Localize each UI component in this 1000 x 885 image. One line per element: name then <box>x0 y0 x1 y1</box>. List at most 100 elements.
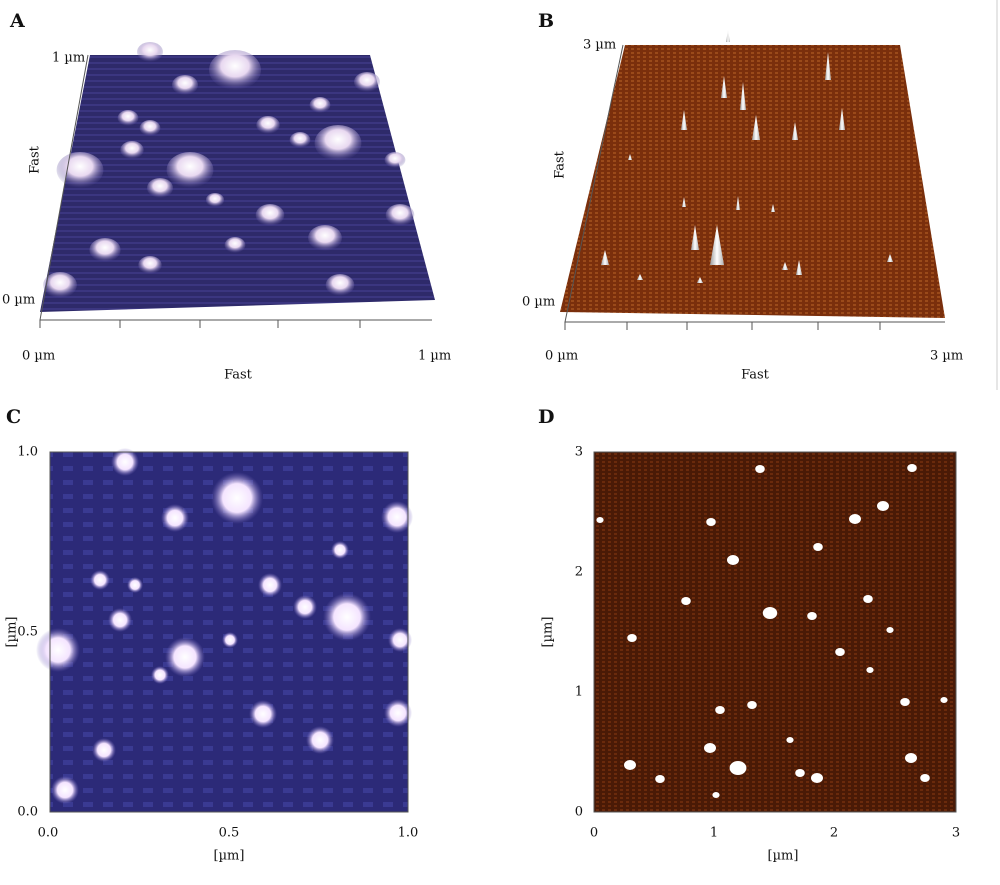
spike <box>682 197 686 207</box>
peak <box>138 256 162 274</box>
spike <box>628 154 632 160</box>
frame-d <box>593 451 957 813</box>
peak <box>139 120 161 136</box>
peak <box>117 110 139 126</box>
particle <box>108 608 132 632</box>
spike <box>752 115 760 140</box>
particle <box>388 628 412 652</box>
panel-label: D <box>538 406 554 428</box>
peak <box>354 72 380 92</box>
x-tick-label: 0 µm <box>22 349 55 364</box>
particle <box>161 504 189 532</box>
particle <box>807 612 817 620</box>
spike <box>782 262 788 270</box>
peak <box>309 97 331 113</box>
x-tick-label: 3 µm <box>930 349 963 364</box>
peak <box>314 125 362 161</box>
panel-label: B <box>538 10 554 32</box>
spike <box>740 82 746 110</box>
peak <box>255 204 285 226</box>
particle <box>51 776 79 804</box>
image-d <box>594 452 956 812</box>
peak <box>43 272 77 298</box>
particle <box>111 448 139 476</box>
y-tick-label: 1 <box>575 685 583 700</box>
particle <box>849 514 861 524</box>
particle <box>151 666 169 684</box>
spike <box>681 110 687 130</box>
particle <box>624 760 636 770</box>
peak <box>137 42 163 62</box>
peaks-b <box>601 30 893 283</box>
y-tick-label: 0 <box>575 805 583 820</box>
particle <box>306 726 334 754</box>
x-tick-label: 0.0 <box>38 826 59 841</box>
x-tick-label: 1.0 <box>398 826 419 841</box>
y-axis-label: [µm] <box>541 617 556 648</box>
particle <box>786 737 794 743</box>
spike <box>697 277 703 283</box>
particle <box>905 753 917 763</box>
peaks-a <box>43 42 415 298</box>
particle <box>920 774 930 782</box>
particle <box>681 597 691 605</box>
particle <box>249 700 277 728</box>
particle <box>811 773 823 783</box>
y-axis-label: [µm] <box>5 617 20 648</box>
y-tick-label: 3 <box>575 445 583 460</box>
peak <box>166 152 214 188</box>
particle <box>127 577 143 593</box>
panel-label: C <box>6 406 21 428</box>
peak <box>147 178 173 198</box>
spike <box>601 250 609 265</box>
y-axis-label: Fast <box>553 150 568 179</box>
particle <box>715 706 725 714</box>
spike <box>691 225 699 250</box>
y-tick-label: 1 µm <box>52 51 85 66</box>
x-tick-label: 1 µm <box>418 349 451 364</box>
particle <box>712 792 720 798</box>
peak <box>172 75 198 95</box>
x-axis-label: Fast <box>224 368 253 383</box>
x-tick-label: 1 <box>710 826 718 841</box>
particle <box>747 701 757 709</box>
particle <box>627 634 637 642</box>
particle <box>729 761 747 775</box>
particle <box>940 697 948 703</box>
x-tick-label: 0.5 <box>219 826 240 841</box>
surface-b <box>560 45 945 318</box>
y-tick-label: 0 µm <box>2 293 35 308</box>
particle <box>90 570 110 590</box>
particle <box>92 738 116 762</box>
x-tick-label: 0 µm <box>545 349 578 364</box>
particle <box>900 698 910 706</box>
spike <box>839 108 845 130</box>
peak <box>89 238 121 262</box>
particle <box>384 699 412 727</box>
particle <box>331 541 349 559</box>
particle <box>813 543 823 551</box>
particle <box>165 637 205 677</box>
peak <box>256 116 280 134</box>
peak <box>308 225 342 251</box>
particle <box>596 517 604 523</box>
spike <box>721 76 727 98</box>
frame-c <box>49 451 409 813</box>
y-tick-label: 2 <box>575 565 583 580</box>
panel-label: A <box>9 10 25 32</box>
peak <box>384 152 406 168</box>
y-tick-label: 0.5 <box>17 625 38 640</box>
particle <box>727 555 739 565</box>
peak <box>289 132 311 148</box>
y-tick-label: 0 µm <box>522 295 555 310</box>
spike <box>637 274 643 280</box>
particle <box>706 518 716 526</box>
particle <box>886 627 894 633</box>
particle <box>795 769 805 777</box>
spike <box>887 254 893 262</box>
spike <box>825 52 831 80</box>
particles-c <box>36 448 413 804</box>
particle <box>293 595 317 619</box>
x-axis-label: [µm] <box>768 849 799 864</box>
